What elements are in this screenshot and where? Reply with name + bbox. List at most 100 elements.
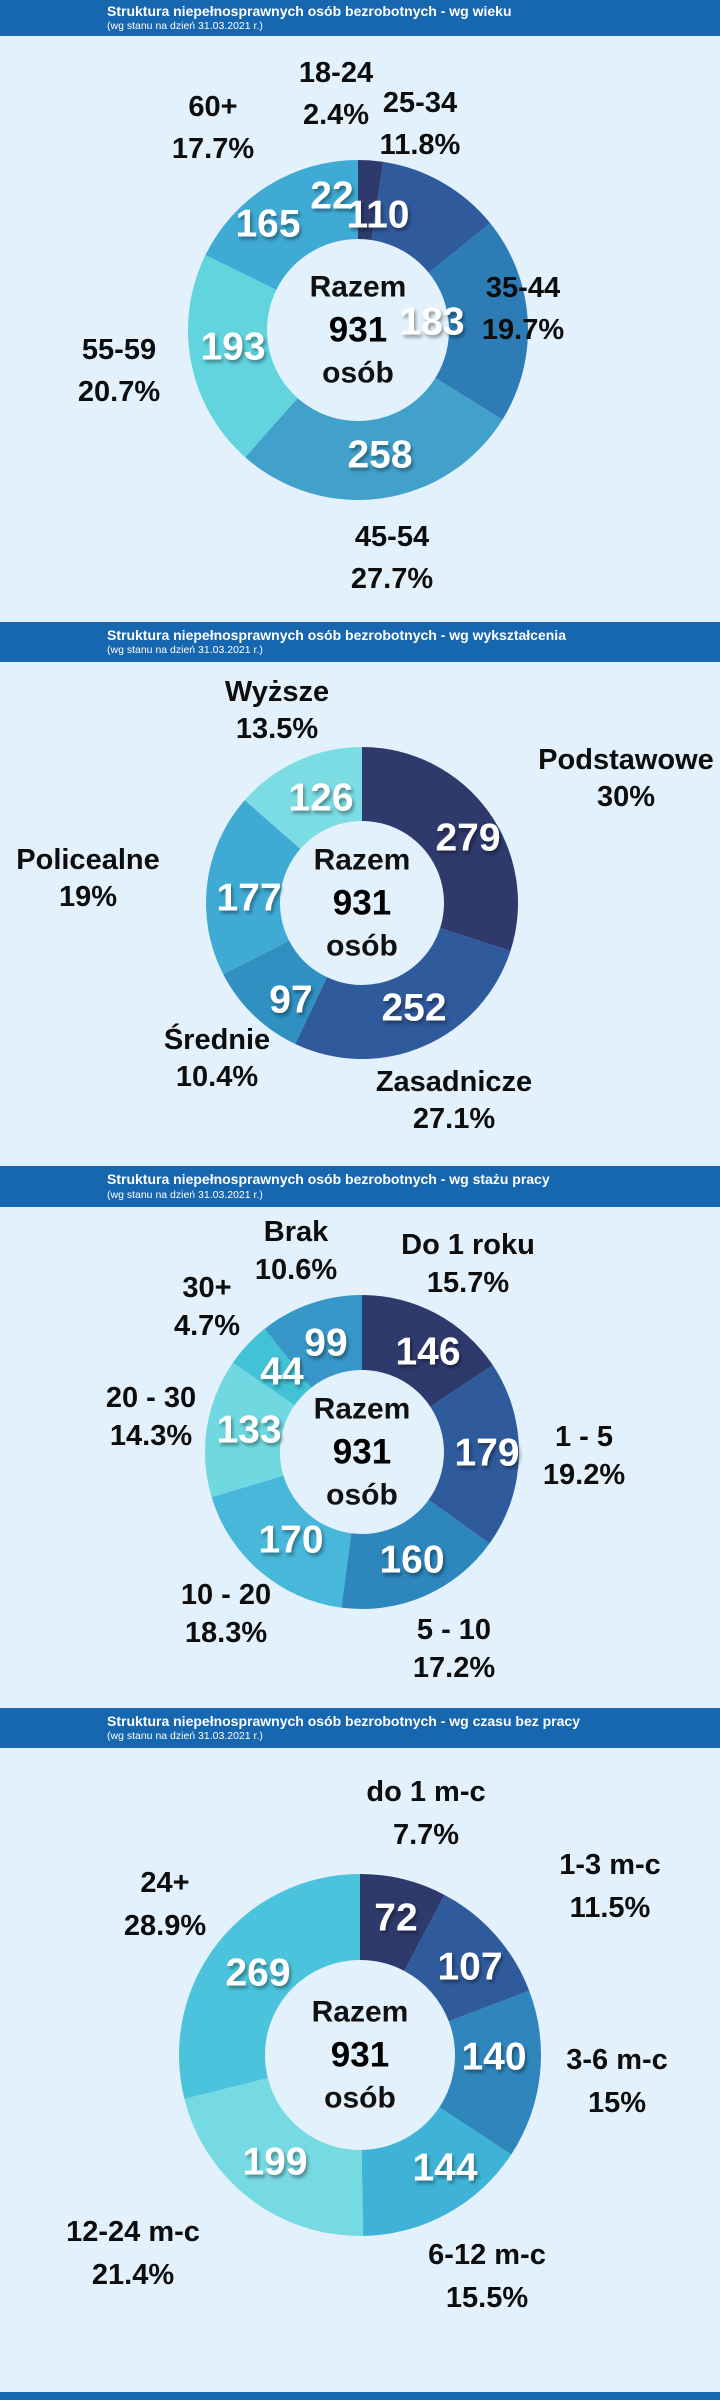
section-subtitle: (wg stanu na dzień 31.03.2021 r.) (107, 20, 263, 33)
segment-10 - 20 (211, 1475, 352, 1608)
value-label: 199 (242, 2141, 307, 2184)
percent-label: 2.4% (303, 99, 369, 131)
value-label: 160 (379, 1539, 444, 1582)
segment-Do 1 roku (362, 1295, 493, 1407)
category-label: do 1 m-c (366, 1776, 485, 1808)
segment-45-54 (245, 377, 503, 500)
value-label: 193 (200, 326, 265, 369)
category-label: 18-24 (299, 57, 373, 89)
bottom-bar (0, 2392, 720, 2400)
segment-6-12 m-c (361, 2107, 512, 2236)
center-label-razem: Razem (314, 1393, 411, 1426)
segment-24+ (179, 1874, 360, 2099)
category-label: 1-3 m-c (559, 1849, 661, 1881)
percent-label: 4.7% (174, 1310, 240, 1342)
percent-label: 21.4% (92, 2259, 174, 2291)
section-subtitle: (wg stanu na dzień 31.03.2021 r.) (107, 644, 263, 657)
value-label: 146 (395, 1331, 460, 1374)
segment-20 - 30 (204, 1362, 295, 1498)
segment-do 1 m-c (360, 1874, 445, 1971)
segment-1-3 m-c (404, 1894, 530, 2022)
segment-30+ (232, 1328, 312, 1406)
segment-3-6 m-c (439, 1990, 541, 2155)
category-label: Do 1 roku (401, 1229, 535, 1261)
percent-label: 30% (597, 781, 655, 813)
percent-label: 13.5% (236, 713, 318, 745)
category-label: 24+ (140, 1867, 189, 1899)
center-label-razem: Razem (314, 844, 411, 877)
percent-label: 15% (588, 2087, 646, 2119)
section-title: Struktura niepełnosprawnych osób bezrobo… (107, 1171, 550, 1188)
category-label: 35-44 (486, 272, 560, 304)
percent-label: 17.2% (413, 1652, 495, 1684)
value-label: 183 (399, 301, 464, 344)
category-label: 55-59 (82, 334, 156, 366)
section-header-education: Struktura niepełnosprawnych osób bezrobo… (0, 622, 720, 662)
value-label: 140 (461, 2036, 526, 2079)
percent-label: 28.9% (124, 1910, 206, 1942)
section-header-time-unemployed: Struktura niepełnosprawnych osób bezrobo… (0, 1708, 720, 1748)
value-label: 177 (216, 877, 281, 920)
segment-Podstawowe (362, 747, 518, 951)
category-label: 10 - 20 (181, 1579, 271, 1611)
segment-Wyższe (244, 747, 362, 849)
percent-label: 19.7% (482, 314, 564, 346)
percent-label: 14.3% (110, 1420, 192, 1452)
value-label: 126 (288, 777, 353, 820)
segment-5 - 10 (341, 1499, 490, 1609)
value-label: 99 (304, 1322, 347, 1365)
percent-label: 27.7% (351, 563, 433, 595)
value-label: 165 (235, 203, 300, 246)
value-label: 170 (258, 1519, 323, 1562)
category-label: 6-12 m-c (428, 2239, 546, 2271)
value-label: 44 (260, 1351, 304, 1394)
category-label: 25-34 (383, 87, 457, 119)
value-label: 269 (225, 1952, 290, 1995)
section-subtitle: (wg stanu na dzień 31.03.2021 r.) (107, 1188, 263, 1201)
percent-label: 11.5% (570, 1892, 651, 1924)
segment-Brak (264, 1295, 362, 1388)
segment-35-44 (428, 223, 528, 420)
percent-label: 11.8% (380, 129, 461, 161)
percent-label: 27.1% (413, 1103, 495, 1135)
center-label-razem: Razem (310, 271, 407, 304)
category-label: 3-6 m-c (566, 2044, 668, 2076)
category-label: Policealne (16, 844, 159, 876)
segment-1 - 5 (428, 1365, 519, 1544)
segment-Średnie (223, 940, 327, 1044)
value-label: 107 (437, 1946, 502, 1989)
category-label: Brak (264, 1216, 329, 1248)
segment-55-59 (187, 254, 298, 458)
category-label: Podstawowe (538, 744, 714, 776)
value-label: 144 (412, 2147, 477, 2190)
percent-label: 15.7% (427, 1267, 509, 1299)
segment-12-24 m-c (184, 2078, 364, 2236)
segment-18-24 (358, 160, 384, 240)
category-label: 45-54 (355, 521, 429, 553)
section-title: Struktura niepełnosprawnych osób bezrobo… (107, 1712, 580, 1729)
segment-Zasadnicze (295, 928, 511, 1059)
segment-60+ (205, 159, 358, 290)
center-label-total: 931 (329, 311, 387, 350)
value-label: 252 (381, 987, 446, 1030)
value-label: 179 (454, 1432, 519, 1475)
value-label: 279 (435, 817, 500, 860)
center-label-osob: osób (324, 2082, 396, 2115)
percent-label: 19% (59, 881, 117, 913)
center-label-total: 931 (331, 2036, 389, 2075)
percent-label: 19.2% (543, 1459, 625, 1491)
category-label: 60+ (188, 91, 237, 123)
section-title: Struktura niepełnosprawnych osób bezrobo… (107, 2, 512, 19)
category-label: 20 - 30 (106, 1382, 196, 1414)
value-label: 72 (374, 1897, 417, 1940)
percent-label: 17.7% (172, 133, 254, 165)
category-label: Wyższe (225, 676, 329, 708)
section-subtitle: (wg stanu na dzień 31.03.2021 r.) (107, 1730, 263, 1743)
percent-label: 7.7% (393, 1819, 459, 1851)
percent-label: 10.6% (255, 1254, 337, 1286)
percent-label: 18.3% (185, 1617, 267, 1649)
category-label: Średnie (164, 1022, 270, 1056)
percent-label: 15.5% (446, 2282, 528, 2314)
section-header-age: Struktura niepełnosprawnych osób bezrobo… (0, 0, 720, 36)
